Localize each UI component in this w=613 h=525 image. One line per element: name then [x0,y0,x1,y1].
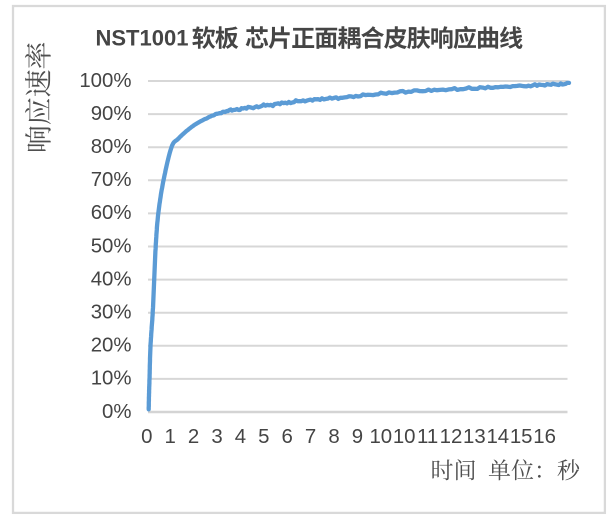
svg-text:7: 7 [305,426,316,448]
svg-text:80%: 80% [91,136,132,158]
svg-text:10: 10 [369,426,392,448]
svg-text:40%: 40% [91,268,132,290]
svg-text:12: 12 [440,426,463,448]
svg-text:11: 11 [417,426,438,448]
svg-text:16: 16 [533,426,556,448]
svg-text:10: 10 [393,426,416,448]
svg-text:8: 8 [328,426,339,448]
svg-text:15: 15 [510,426,533,448]
svg-text:4: 4 [235,426,246,448]
svg-text:NST1001: NST1001 [96,26,189,51]
svg-text:60%: 60% [91,202,132,224]
svg-text:3: 3 [211,426,222,448]
svg-text:90%: 90% [91,103,132,125]
svg-text:100%: 100% [79,70,131,92]
svg-text:0%: 0% [102,401,131,423]
svg-text:14: 14 [486,426,509,448]
svg-text:20%: 20% [91,335,132,357]
svg-text:13: 13 [463,426,486,448]
svg-text:2: 2 [188,426,199,448]
svg-text:10%: 10% [91,368,132,390]
svg-text:30%: 30% [91,302,132,324]
svg-text:50%: 50% [91,235,132,257]
svg-text:70%: 70% [91,169,132,191]
svg-text:5: 5 [258,426,269,448]
svg-text:0: 0 [141,426,152,448]
svg-text:9: 9 [352,426,363,448]
svg-text:1: 1 [165,426,176,448]
svg-text:6: 6 [282,426,293,448]
